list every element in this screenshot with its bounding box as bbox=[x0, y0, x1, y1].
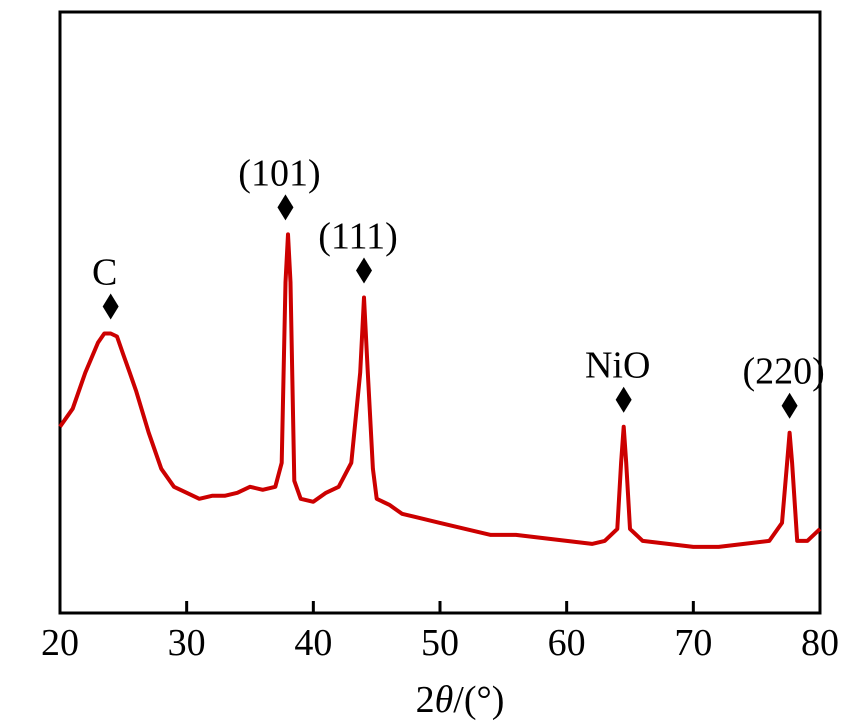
x-axis-title-symbol: θ bbox=[435, 679, 454, 721]
x-axis-title: 2θ/(°) bbox=[416, 679, 505, 721]
peak-label-0: C bbox=[92, 252, 117, 294]
x-tick-label-30: 30 bbox=[168, 622, 206, 664]
x-axis-title-suffix: /(°) bbox=[453, 679, 504, 721]
x-axis-ticks bbox=[58, 601, 822, 613]
peak-label-1: (101) bbox=[238, 152, 320, 194]
peak-marker-2 bbox=[356, 257, 372, 284]
x-tick-label-80: 80 bbox=[801, 622, 839, 664]
x-axis-title-prefix: 2 bbox=[416, 679, 435, 721]
peak-marker-0 bbox=[102, 293, 119, 320]
peak-label-3: NiO bbox=[585, 345, 650, 387]
x-tick-label-50: 50 bbox=[421, 622, 459, 664]
x-tick-label-20: 20 bbox=[41, 622, 79, 664]
x-axis-tick-labels: 20 30 40 50 60 70 80 bbox=[41, 622, 839, 664]
x-tick-label-70: 70 bbox=[674, 622, 712, 664]
peak-label-2: (111) bbox=[318, 215, 398, 257]
series-line-0 bbox=[58, 232, 822, 549]
series-layer bbox=[58, 232, 822, 549]
x-tick-label-40: 40 bbox=[294, 622, 332, 664]
x-tick-label-60: 60 bbox=[548, 622, 586, 664]
peak-label-4: (220) bbox=[742, 351, 824, 393]
peak-marker-3 bbox=[615, 386, 632, 413]
peak-marker-4 bbox=[781, 392, 798, 419]
annotation-layer: C (101) (111) NiO (220) bbox=[92, 152, 825, 419]
peak-marker-1 bbox=[277, 194, 294, 221]
